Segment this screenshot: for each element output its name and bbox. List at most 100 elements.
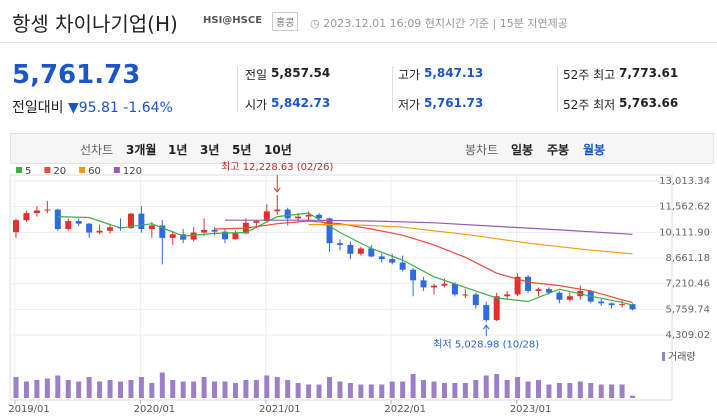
volume-bar <box>191 381 197 398</box>
candle-body <box>295 216 302 219</box>
stat-label: 52주 최고 <box>563 68 616 82</box>
candle-body <box>462 294 469 296</box>
volume-legend: 거래량 <box>668 351 696 363</box>
candle-body <box>410 269 417 281</box>
volume-bar <box>473 380 479 398</box>
time: ◷ 2023.12.01 16:09 현지시간 기준 | 15분 지연제공 <box>310 17 568 30</box>
candle-body <box>316 214 323 219</box>
volume-bar <box>243 380 249 398</box>
candle-body <box>504 294 511 297</box>
change-row: 전일대비 ▼95.81 -1.64% <box>12 97 173 117</box>
change: ▼95.81 <box>67 100 119 116</box>
volume-bar <box>76 381 82 398</box>
candle-tab[interactable]: 주봉 <box>547 143 570 157</box>
x-tick-label: 2022/01 <box>384 404 426 415</box>
x-tick-label: 2023/01 <box>510 404 552 415</box>
volume-bar <box>23 381 29 398</box>
candle-body <box>13 220 19 233</box>
x-tick-label: 2021/01 <box>259 404 301 415</box>
candle-body <box>127 213 134 229</box>
candle-body <box>75 221 82 224</box>
volume-bar <box>431 381 437 398</box>
volume-bar <box>525 381 531 398</box>
volume-bar <box>222 381 228 398</box>
candle-body <box>263 211 270 222</box>
period-tab[interactable]: 3년 <box>200 143 220 157</box>
legend-swatch <box>16 167 22 173</box>
stat-value: 5,763.66 <box>619 96 679 110</box>
candle-body <box>566 296 573 300</box>
volume-bar <box>410 374 416 398</box>
candle-body <box>619 304 626 306</box>
volume-bar <box>212 381 218 398</box>
annotation-label: 최고 12,228.63 (02/26) <box>221 161 333 173</box>
volume-bar <box>483 375 489 398</box>
volume-bar <box>619 384 625 398</box>
tab-bar <box>10 133 714 164</box>
candle-body <box>389 259 396 263</box>
annotation-label: 최저 5,028.98 (10/28) <box>433 338 539 350</box>
volume-bar <box>368 384 374 398</box>
candle-body <box>86 223 93 233</box>
candle-tab[interactable]: 월봉 <box>583 143 606 157</box>
volume-bar <box>379 384 385 398</box>
volume-bar <box>577 381 583 398</box>
volume-bar <box>44 378 50 398</box>
legend-swatch <box>79 167 86 173</box>
candle-body <box>107 227 114 231</box>
candle-body <box>253 221 260 223</box>
candle-body <box>326 218 333 244</box>
volume-bar <box>34 380 40 398</box>
period-tab[interactable]: 5년 <box>232 143 252 157</box>
volume-bar <box>285 380 291 398</box>
volume-bar <box>180 381 186 398</box>
volume-bar <box>55 375 61 398</box>
volume-legend-swatch <box>662 352 665 361</box>
x-tick-label: 2019/01 <box>8 404 50 415</box>
volume-bar <box>452 383 458 398</box>
volume-bar <box>138 377 144 398</box>
candle-body <box>525 276 532 291</box>
candle-body <box>514 276 521 295</box>
candle-body <box>274 209 281 212</box>
volume-bar <box>588 383 594 398</box>
legend-swatch <box>113 167 120 173</box>
volume-bar <box>630 395 636 398</box>
y-tick-label: 4,309.02 <box>665 330 710 341</box>
period-tab[interactable]: 1년 <box>168 143 188 157</box>
candle-body <box>451 283 458 295</box>
candle-body <box>608 303 615 306</box>
volume-bar <box>306 384 312 398</box>
ma-line <box>225 219 633 235</box>
candle-body <box>598 301 605 304</box>
volume-bar <box>358 384 364 398</box>
period-tab[interactable]: 10년 <box>264 143 292 157</box>
stat-label: 52주 최저 <box>563 98 616 112</box>
code: HSI@HSCE <box>203 15 263 26</box>
period-tab[interactable]: 3개월 <box>126 143 157 157</box>
candle-body <box>284 209 291 219</box>
legend-label: 5 <box>25 166 31 177</box>
candle-tab[interactable]: 일봉 <box>511 143 534 157</box>
volume-bar <box>86 377 92 398</box>
candle-body <box>472 294 479 306</box>
y-tick-label: 5,759.74 <box>665 304 710 315</box>
candle-body <box>232 233 239 240</box>
stat-label: 전일 <box>245 68 268 82</box>
candle-body <box>399 262 406 270</box>
candle-body <box>368 248 375 257</box>
legend-label: 20 <box>53 166 66 177</box>
volume-bar <box>546 384 552 398</box>
line-chart-label: 선차트 <box>80 143 114 157</box>
volume-bar <box>389 381 395 398</box>
y-tick-label: 13,013.34 <box>659 176 710 187</box>
volume-bar <box>400 381 406 398</box>
candle-body <box>211 229 218 232</box>
divider <box>0 42 717 43</box>
ma-line <box>214 220 633 303</box>
candle-body <box>556 292 563 300</box>
volume-bar <box>149 383 155 398</box>
y-tick-label: 10,111.90 <box>659 227 710 238</box>
